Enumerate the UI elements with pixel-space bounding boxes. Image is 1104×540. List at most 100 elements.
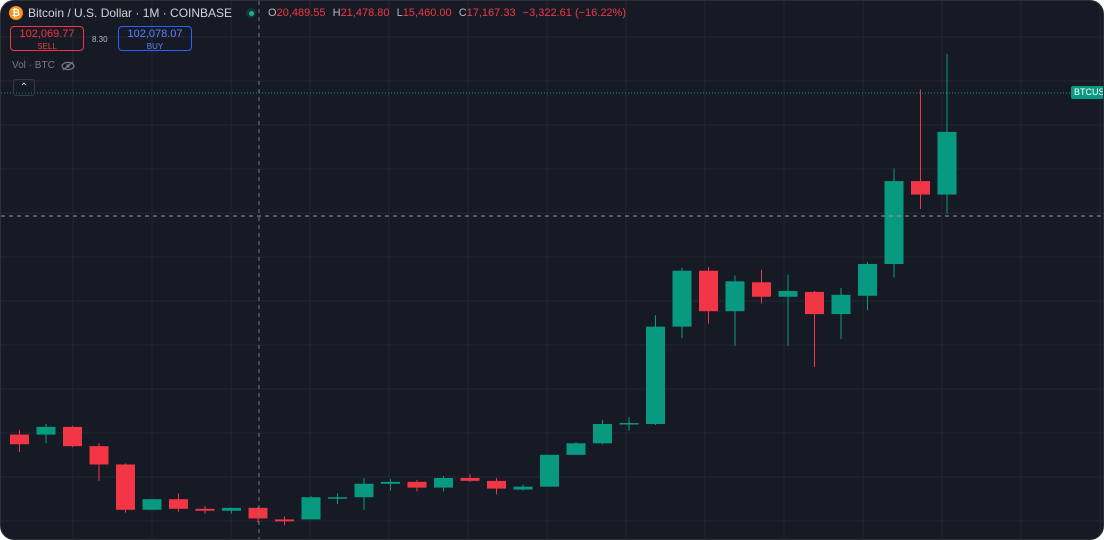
open-value: 20,489.55 [276, 7, 326, 19]
change-value: −3,322.61 (−16.22%) [522, 7, 626, 19]
candle [752, 269, 771, 304]
buy-price: 102,078.07 [127, 28, 183, 40]
candle [301, 496, 321, 520]
candle [725, 275, 745, 346]
high-key: H [332, 7, 341, 19]
candle-body [36, 426, 56, 435]
candle [407, 479, 427, 492]
candle-body [831, 294, 851, 315]
candle [195, 505, 215, 514]
bitcoin-icon: ₿ [9, 6, 23, 20]
candle [540, 454, 559, 487]
candle-body [328, 497, 347, 499]
candle [884, 168, 904, 278]
candle [89, 443, 109, 481]
last-price-label: BTCUSD [1071, 86, 1103, 99]
candle [672, 267, 692, 339]
candle-body [248, 507, 268, 519]
candle-body [778, 290, 798, 297]
collapse-button[interactable]: ⌃ [13, 79, 35, 96]
candle-body [63, 426, 82, 447]
ohlc-values: O20,489.55 H21,478.80 L15,460.00 C17,167… [268, 7, 630, 19]
candle-body [858, 263, 877, 296]
candle-body [725, 281, 745, 312]
candle [142, 499, 162, 510]
candle-body [646, 326, 665, 424]
candle-body [354, 483, 374, 498]
low-key: L [396, 7, 403, 19]
candle [487, 477, 506, 495]
candle-body [487, 480, 506, 489]
candle-body [222, 507, 241, 511]
candle-body [142, 499, 162, 510]
candle [805, 290, 824, 368]
candle [858, 262, 877, 311]
close-key: C [458, 7, 467, 19]
spread-value: 8.30 [92, 35, 108, 44]
sell-label: SELL [37, 42, 57, 51]
candle-body [301, 497, 321, 520]
candle-body [593, 423, 612, 444]
candle-body [513, 486, 533, 490]
candle-body [116, 464, 135, 510]
candle [434, 476, 453, 492]
candle [911, 89, 930, 210]
volume-label: Vol · BTC [12, 60, 55, 71]
candle [699, 266, 718, 324]
symbol-legend: ₿ Bitcoin / U.S. Dollar · 1M · COINBASE … [9, 5, 630, 21]
candle-body [540, 454, 559, 487]
candle-body [884, 181, 904, 264]
candle [222, 507, 241, 514]
close-value: 17,167.33 [466, 7, 516, 19]
candle-body [911, 181, 930, 195]
high-value: 21,478.80 [340, 7, 390, 19]
candle-body [275, 519, 294, 522]
candle-body [169, 499, 188, 509]
candle [566, 442, 586, 455]
candle [354, 477, 374, 510]
candle-body [937, 131, 957, 195]
candle [275, 516, 294, 526]
candle-body [10, 434, 29, 445]
candle-body [195, 508, 215, 511]
candle [646, 315, 665, 425]
candle [619, 417, 639, 431]
candle [328, 493, 347, 505]
candle [831, 288, 851, 340]
candle-body [434, 477, 453, 488]
eye-hidden-icon[interactable] [61, 61, 75, 71]
candle [10, 429, 29, 452]
candle-body [407, 481, 427, 488]
buy-button[interactable]: 102,078.07 BUY [118, 26, 192, 51]
candle [778, 274, 798, 346]
candle-body [752, 282, 771, 297]
candle-body [460, 477, 480, 481]
candle [169, 493, 188, 512]
candle-body [805, 291, 824, 315]
symbol-title[interactable]: Bitcoin / U.S. Dollar · 1M · COINBASE [28, 6, 233, 20]
candle [513, 484, 533, 491]
candle [36, 423, 56, 444]
candle-body [566, 443, 586, 455]
candle [593, 420, 612, 445]
buy-label: BUY [146, 42, 164, 51]
open-key: O [268, 7, 277, 19]
candle [116, 463, 135, 513]
candle-body [672, 270, 692, 327]
candle-body [89, 446, 109, 465]
candles [10, 53, 957, 526]
sell-button[interactable]: 102,069.77 SELL [10, 26, 84, 51]
candle [63, 425, 82, 448]
candle [937, 53, 957, 214]
sell-price: 102,069.77 [19, 28, 75, 40]
market-status-icon[interactable] [246, 8, 257, 18]
volume-indicator[interactable]: Vol · BTC [12, 60, 75, 71]
candle-body [381, 481, 400, 484]
candle [381, 478, 400, 491]
candle [248, 506, 268, 523]
candle [460, 474, 480, 482]
low-value: 15,460.00 [402, 7, 452, 19]
candle-body [619, 423, 639, 425]
